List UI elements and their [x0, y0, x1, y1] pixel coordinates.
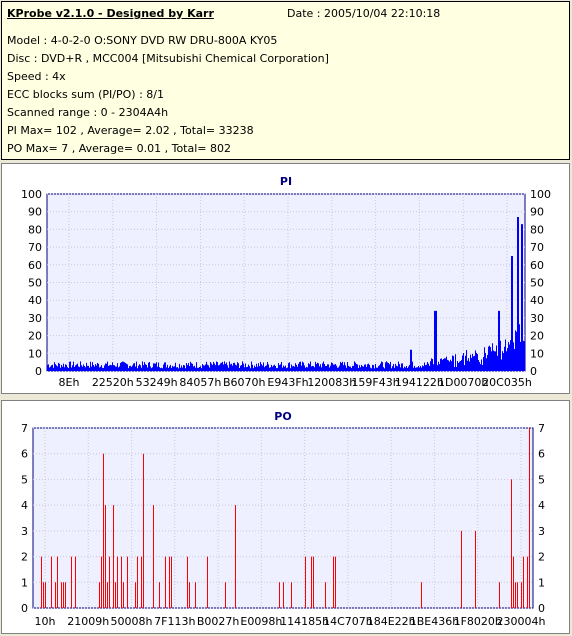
po-series — [41, 428, 530, 608]
pi-ytick-left: 100 — [21, 188, 42, 201]
pi-chart: PI 0 0 10 10 20 20 30 30 40 40 50 50 60 60 70 70 80 80 90 90… — [21, 175, 551, 389]
pi-ytick-right: 70 — [530, 241, 544, 254]
disc-line: Disc : DVD+R , MCC004 [Mitsubishi Chemic… — [7, 52, 329, 65]
po-chart: PO 0 0 1 1 2 2 3 3 4 4 5 5 6 6 7 7 10h 21009h 50008h 7F113h B… — [21, 410, 546, 628]
pi-ytick-right: 30 — [530, 312, 544, 325]
pi-xtick: 159F43h — [351, 376, 399, 389]
pi-ytick-left: 50 — [28, 277, 42, 290]
pi-ytick-left: 90 — [28, 206, 42, 219]
po-xtick: 10h — [35, 615, 56, 628]
pi-ytick-right: 90 — [530, 206, 544, 219]
pi-ytick-right: 10 — [530, 347, 544, 360]
model-line: Model : 4-0-2-0 O:SONY DVD RW DRU-800A K… — [7, 34, 278, 47]
pi-xtick: 53249h — [136, 376, 178, 389]
pi-ytick-right: 0 — [530, 365, 537, 378]
pi-ytick-right: 80 — [530, 223, 544, 236]
po-xtick: 230004h — [497, 615, 546, 628]
po-ytick-right: 5 — [538, 473, 545, 486]
pi-chart-title: PI — [280, 175, 292, 188]
pi-xtick: 120083h — [307, 376, 356, 389]
po-xtick: 1F8020h — [454, 615, 502, 628]
po-ytick-left: 6 — [21, 448, 28, 461]
po-plot-area — [32, 427, 534, 609]
pi-ytick-right: 60 — [530, 259, 544, 272]
po-ytick-right: 1 — [538, 576, 545, 589]
range-line: Scanned range : 0 - 2304A4h — [7, 106, 169, 119]
po-ytick-right: 3 — [538, 525, 545, 538]
po-ytick-left: 3 — [21, 525, 28, 538]
pi-xtick: 22520h — [92, 376, 134, 389]
po-xtick: 184E22h — [367, 615, 416, 628]
po-xtick: E0098h — [240, 615, 282, 628]
scan-date: Date : 2005/10/04 22:10:18 — [287, 7, 441, 20]
po-ytick-right: 4 — [538, 499, 545, 512]
po-xtick: 1BE436h — [410, 615, 459, 628]
pi-stats-line: PI Max= 102 , Average= 2.02 , Total= 332… — [7, 124, 254, 137]
pi-xtick: 84057h — [179, 376, 221, 389]
pi-ytick-left: 70 — [28, 241, 42, 254]
pi-ytick-right: 100 — [530, 188, 551, 201]
po-ytick-right: 7 — [538, 422, 545, 435]
pi-xtick: 1D0070h — [438, 376, 488, 389]
po-xtick: 21009h — [67, 615, 109, 628]
pi-ytick-left: 60 — [28, 259, 42, 272]
po-ytick-left: 1 — [21, 576, 28, 589]
po-ytick-left: 5 — [21, 473, 28, 486]
po-ytick-left: 4 — [21, 499, 28, 512]
pi-ytick-left: 80 — [28, 223, 42, 236]
po-xtick: B0027h — [197, 615, 240, 628]
po-ytick-left: 0 — [21, 602, 28, 615]
po-xtick: 50008h — [111, 615, 153, 628]
pi-xtick: 20C035h — [482, 376, 532, 389]
po-stats-line: PO Max= 7 , Average= 0.01 , Total= 802 — [7, 142, 231, 155]
pi-ytick-right: 40 — [530, 294, 544, 307]
pi-ytick-left: 10 — [28, 347, 42, 360]
po-ytick-right: 0 — [538, 602, 545, 615]
po-xtick: 7F113h — [154, 615, 195, 628]
po-ytick-right: 6 — [538, 448, 545, 461]
pi-chart-panel: PI 0 0 10 10 20 20 30 30 40 40 50 50 60 60 70 70 80 80 90 90… — [1, 163, 570, 394]
po-ytick-right: 2 — [538, 551, 545, 564]
po-ytick-left: 2 — [21, 551, 28, 564]
pi-ytick-right: 20 — [530, 330, 544, 343]
po-chart-panel: PO 0 0 1 1 2 2 3 3 4 4 5 5 6 6 7 7 10h 21009h 50008h 7F113h B… — [1, 400, 570, 634]
pi-ytick-left: 0 — [35, 365, 42, 378]
pi-ytick-left: 40 — [28, 294, 42, 307]
speed-line: Speed : 4x — [7, 70, 66, 83]
pi-xtick: 194122h — [395, 376, 444, 389]
pi-xtick: E943Fh — [267, 376, 308, 389]
ecc-line: ECC blocks sum (PI/PO) : 8/1 — [7, 88, 164, 101]
pi-plot-area — [46, 193, 526, 372]
pi-ytick-left: 30 — [28, 312, 42, 325]
po-chart-title: PO — [274, 410, 291, 423]
po-ytick-left: 7 — [21, 422, 28, 435]
pi-ytick-right: 50 — [530, 277, 544, 290]
info-panel: KProbe v2.1.0 - Designed by Karr Date : … — [1, 1, 570, 160]
app-title: KProbe v2.1.0 - Designed by Karr — [7, 7, 214, 20]
pi-xtick: 8Eh — [59, 376, 80, 389]
pi-series — [47, 217, 525, 371]
pi-xtick: B6070h — [223, 376, 266, 389]
pi-ytick-left: 20 — [28, 330, 42, 343]
po-xtick: 14C707h — [323, 615, 373, 628]
po-xtick: 114185h — [280, 615, 329, 628]
